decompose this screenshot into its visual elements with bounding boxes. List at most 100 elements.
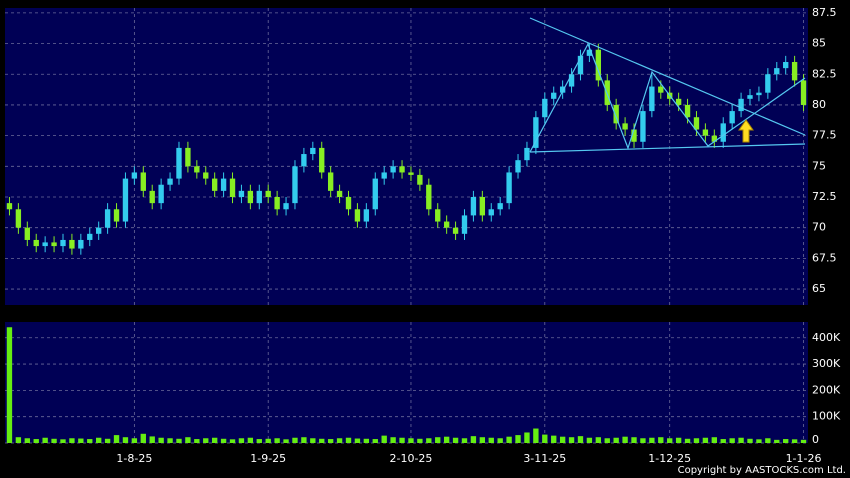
candle-body	[658, 86, 664, 93]
candle-body	[176, 147, 182, 179]
candle-body	[6, 203, 13, 210]
volume-bar	[354, 438, 361, 443]
volume-bar	[220, 438, 227, 443]
candle-body	[140, 172, 146, 191]
candle-body	[24, 227, 30, 240]
volume-bar	[443, 436, 450, 443]
candle-body	[15, 209, 22, 228]
volume-bar	[113, 435, 120, 443]
candle-body	[613, 104, 619, 124]
volume-bar	[595, 437, 602, 443]
candle-body	[426, 184, 432, 210]
candle-body	[96, 227, 102, 234]
volume-bar	[372, 439, 378, 443]
volume-bar	[167, 438, 173, 443]
candle-body	[381, 172, 387, 179]
candle-body	[319, 147, 325, 173]
volume-bar	[211, 437, 218, 443]
x-tick-label: 3-11-25	[523, 452, 566, 465]
candle-body	[345, 197, 352, 210]
volume-bar	[542, 434, 548, 443]
volume-bar	[292, 437, 298, 443]
y-tick-label: 72.5	[812, 190, 837, 203]
candle-body	[756, 92, 762, 96]
volume-bar	[551, 435, 557, 443]
y-tick-label: 0	[812, 433, 819, 446]
y-tick-label: 70	[812, 221, 826, 234]
trend-line	[529, 143, 806, 153]
volume-bar	[729, 438, 735, 443]
volume-bar	[24, 438, 30, 443]
candle-body	[461, 215, 468, 234]
volume-bar	[310, 438, 316, 443]
volume-bar	[765, 438, 771, 443]
candle-body	[577, 55, 584, 75]
volume-bar	[51, 438, 57, 443]
y-tick-label: 300K	[812, 357, 841, 370]
volume-bar	[622, 436, 628, 443]
candle-body	[283, 203, 289, 210]
volume-bar	[702, 437, 709, 443]
y-tick-label: 67.5	[812, 251, 837, 264]
volume-bar	[176, 438, 182, 443]
volume-bar	[506, 436, 512, 443]
candle-body	[783, 62, 789, 69]
candle-body	[104, 209, 111, 228]
candle-body	[399, 166, 405, 173]
volume-bar	[185, 437, 191, 443]
candle-body	[292, 166, 298, 204]
x-tick-label: 2-10-25	[389, 452, 432, 465]
candle-body	[69, 239, 75, 249]
candle-body	[327, 172, 334, 191]
candle-body	[702, 129, 709, 136]
volume-bar	[283, 439, 289, 443]
volume-bar	[774, 439, 780, 443]
volume-bar	[515, 435, 521, 443]
candle-body	[765, 74, 771, 93]
volume-bar	[800, 439, 807, 443]
volume-bar	[479, 437, 486, 443]
volume-bar	[78, 438, 84, 443]
volume-bar	[604, 438, 610, 443]
candle-body	[774, 68, 780, 75]
candle-body	[800, 80, 807, 105]
volume-bar	[131, 438, 138, 443]
volume-bar	[693, 438, 700, 443]
volume-bar	[488, 437, 494, 443]
volume-bar	[756, 439, 762, 443]
volume-bar	[42, 437, 48, 443]
volume-bar	[658, 437, 664, 443]
candle-body	[42, 242, 48, 247]
candle-body	[693, 117, 700, 130]
candle-body	[640, 111, 646, 142]
volume-bar	[684, 438, 691, 443]
candle-body	[408, 172, 414, 175]
candle-body	[238, 190, 245, 197]
volume-bar	[720, 439, 726, 443]
volume-bar	[274, 438, 280, 443]
candle-body	[229, 178, 236, 197]
volume-bar	[140, 433, 146, 443]
volume-bar	[675, 437, 682, 443]
volume-bar	[577, 436, 584, 443]
volume-bar	[87, 439, 93, 443]
candle-body	[470, 197, 477, 216]
volume-bar	[711, 437, 717, 443]
volume-bar	[791, 439, 798, 443]
candle-body	[354, 209, 361, 222]
volume-bar	[238, 438, 245, 443]
volume-bar	[381, 435, 387, 443]
candle-body	[684, 104, 691, 118]
candle-body	[649, 86, 655, 112]
volume-bar	[247, 437, 254, 443]
y-tick-label: 400K	[812, 331, 841, 344]
candle-body	[113, 209, 120, 222]
trend-line	[529, 17, 806, 136]
candle-body	[435, 209, 441, 222]
candle-body	[131, 172, 138, 179]
candle-body	[675, 98, 682, 105]
volume-bar	[783, 439, 789, 443]
volume-panel	[5, 322, 808, 443]
candle-body	[256, 190, 262, 204]
candle-body	[479, 197, 486, 216]
